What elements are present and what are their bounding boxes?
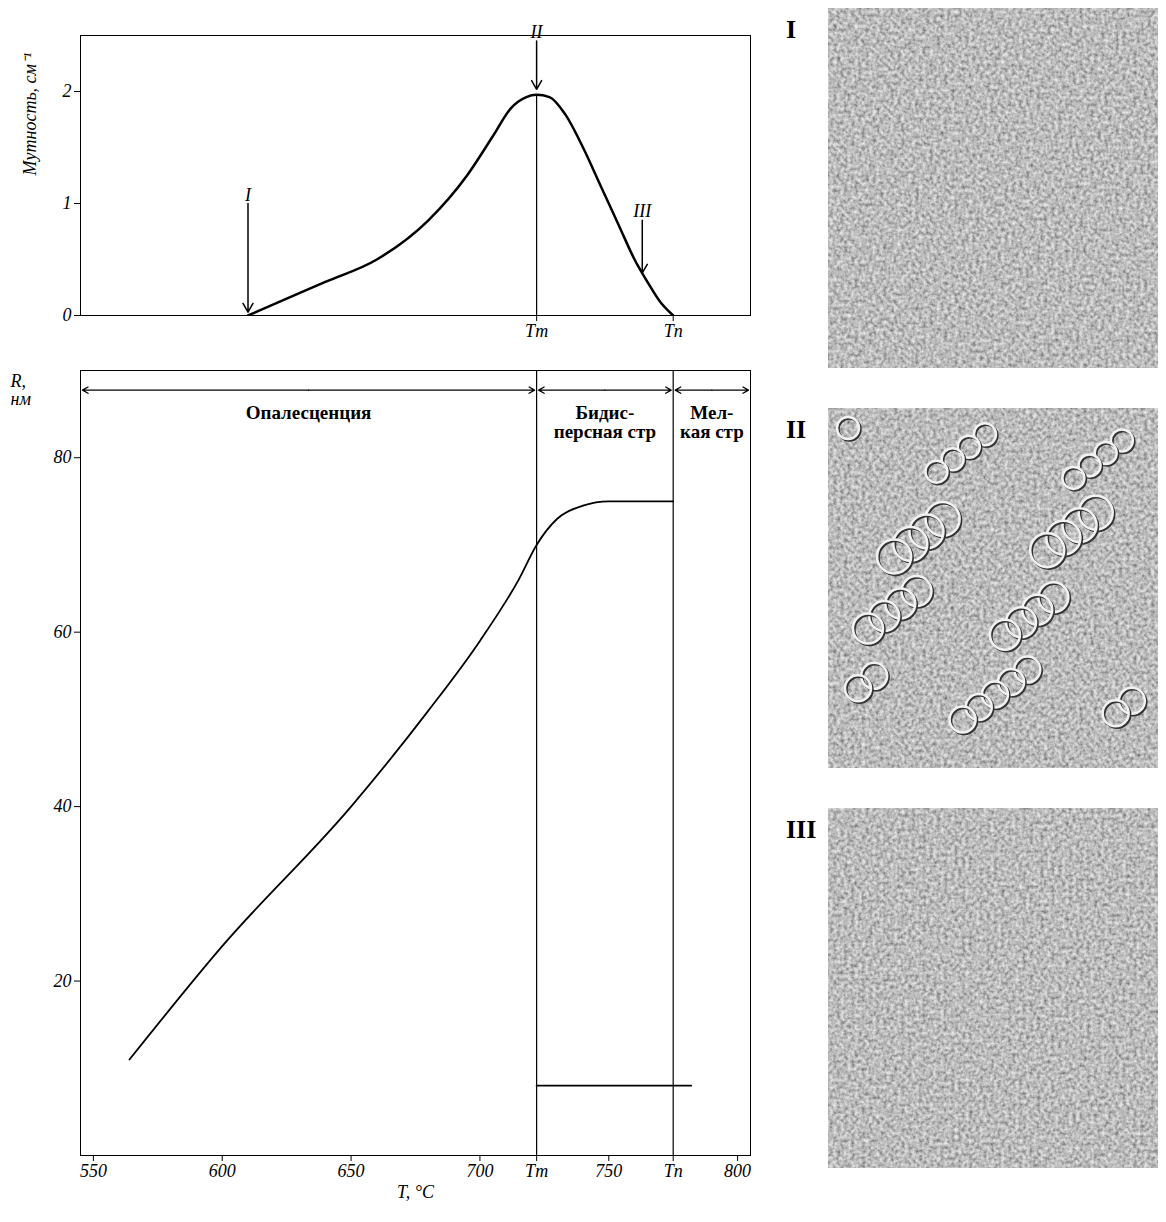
svg-text:700: 700 (466, 1161, 493, 1181)
svg-text:I: I (244, 185, 252, 205)
svg-text:III: III (786, 815, 816, 844)
svg-text:1: 1 (63, 193, 72, 213)
svg-text:Мутность, см⁻¹: Мутность, см⁻¹ (20, 53, 40, 177)
svg-text:II: II (530, 22, 544, 42)
svg-text:40: 40 (54, 796, 72, 816)
svg-text:I: I (786, 15, 796, 44)
svg-text:650: 650 (338, 1161, 365, 1181)
svg-text:80: 80 (54, 447, 72, 467)
svg-text:Мел-кая стр: Мел-кая стр (680, 402, 744, 442)
svg-text:Бидис-персная стр: Бидис-персная стр (554, 402, 656, 442)
svg-text:Tm: Tm (525, 1161, 548, 1181)
svg-text:II: II (786, 415, 806, 444)
svg-text:III: III (632, 201, 652, 221)
svg-text:T, °C: T, °C (397, 1182, 435, 1202)
svg-text:Tп: Tп (664, 321, 683, 341)
svg-text:20: 20 (54, 971, 72, 991)
svg-text:750: 750 (595, 1161, 622, 1181)
svg-text:0: 0 (63, 305, 72, 325)
svg-text:600: 600 (209, 1161, 236, 1181)
svg-text:Tп: Tп (664, 1161, 683, 1181)
svg-text:Опалесценция: Опалесценция (246, 402, 372, 423)
svg-text:Tm: Tm (525, 321, 548, 341)
svg-text:2: 2 (63, 81, 72, 101)
svg-text:60: 60 (54, 622, 72, 642)
svg-text:800: 800 (724, 1161, 751, 1181)
svg-text:R,нм: R,нм (10, 371, 32, 409)
svg-text:550: 550 (80, 1161, 107, 1181)
